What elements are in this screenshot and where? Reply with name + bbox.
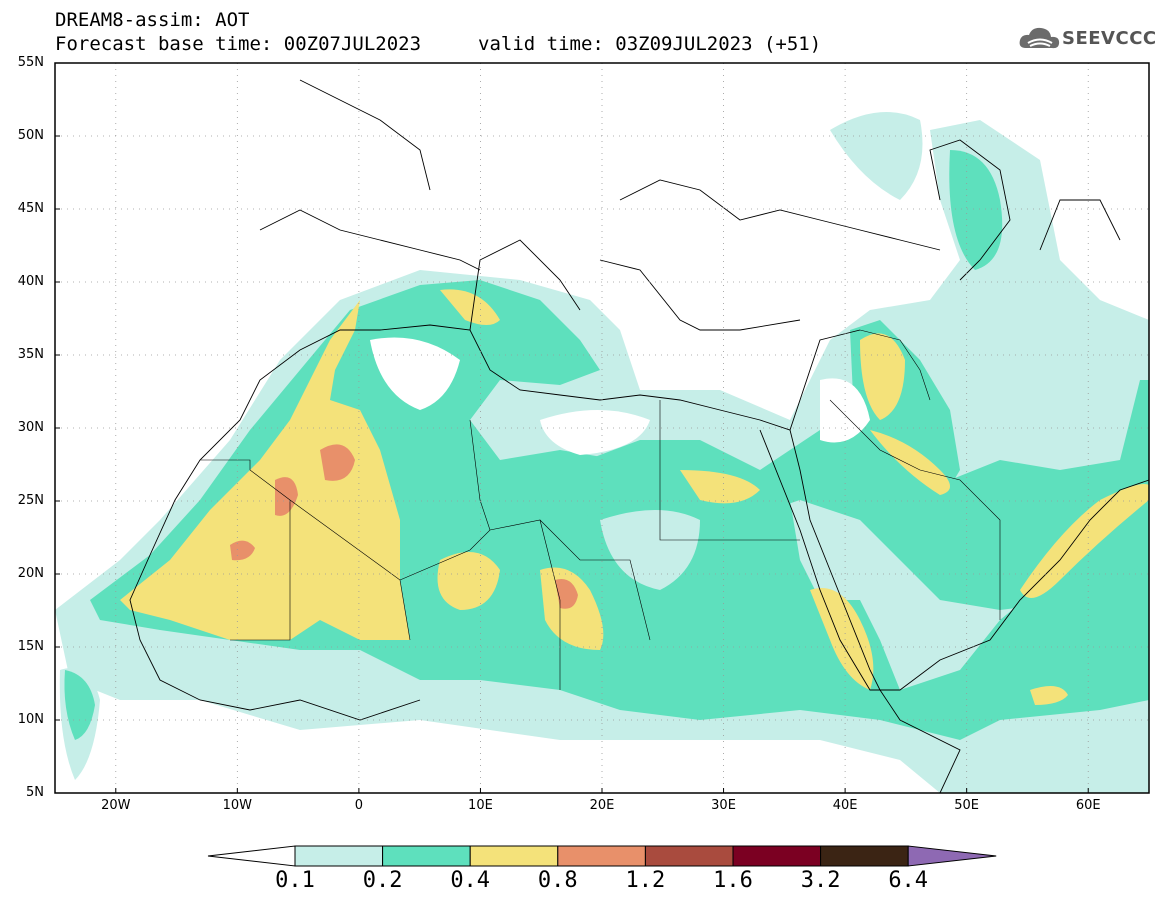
colorbar-swatch [820, 845, 909, 867]
colorbar-swatch [644, 845, 734, 867]
lat-label: 35N [17, 347, 44, 362]
cloud-logo-icon [1019, 27, 1060, 49]
lon-label: 60E [1075, 798, 1101, 813]
aot-field [55, 112, 1149, 793]
borders [200, 329, 1001, 690]
lat-label: 25N [17, 493, 44, 508]
lat-label: 5N [26, 785, 44, 800]
colorbar-level-label: 0.4 [450, 868, 491, 893]
lat-label: 10N [17, 712, 44, 727]
colorbar-swatch [732, 845, 822, 867]
lon-label: 20E [589, 798, 615, 813]
colorbar-level-label: 1.2 [625, 868, 666, 893]
seevccc-logo [1018, 24, 1154, 58]
colorbar-swatch [294, 845, 384, 867]
forecast-base-time: Forecast base time: 00Z07JUL2023 [55, 33, 422, 55]
colorbar-arrow-low [207, 845, 296, 867]
lon-label: 10W [222, 798, 253, 813]
valid-time: valid time: 03Z09JUL2023 (+51) [478, 33, 822, 55]
map-title: DREAM8-assim: AOT [55, 9, 250, 31]
lon-label: 40E [832, 798, 858, 813]
colorbar-swatch [557, 845, 646, 867]
lon-label: 0 [354, 798, 364, 813]
colorbar-level-label: 0.2 [362, 868, 403, 893]
colorbar-level-label: 6.4 [888, 868, 929, 893]
colorbar-swatch [469, 845, 559, 867]
colorbar-swatch [382, 845, 471, 867]
lat-label: 55N [17, 55, 44, 70]
colorbar-level-label: 1.6 [713, 868, 753, 893]
lat-label: 40N [17, 274, 44, 289]
axis-ticks [55, 62, 1089, 794]
colorbar-level-label: 3.2 [800, 868, 841, 893]
lon-label: 10E [468, 798, 493, 813]
lat-label: 15N [17, 639, 44, 654]
lon-label: 20W [101, 798, 131, 813]
map-grid [55, 63, 1149, 793]
lat-label: 50N [17, 128, 44, 143]
lat-label: 45N [17, 201, 44, 216]
logo-text: SEEVCCC [1062, 28, 1157, 49]
lon-label: 50E [954, 798, 980, 813]
coastlines [129, 79, 1149, 793]
colorbar-level-label: 0.1 [275, 868, 315, 893]
lon-label: 30E [711, 798, 736, 813]
lat-label: 20N [17, 566, 44, 581]
colorbar-level-label: 0.8 [537, 868, 578, 893]
lat-label: 30N [17, 420, 44, 435]
colorbar-arrow-high [907, 845, 997, 867]
